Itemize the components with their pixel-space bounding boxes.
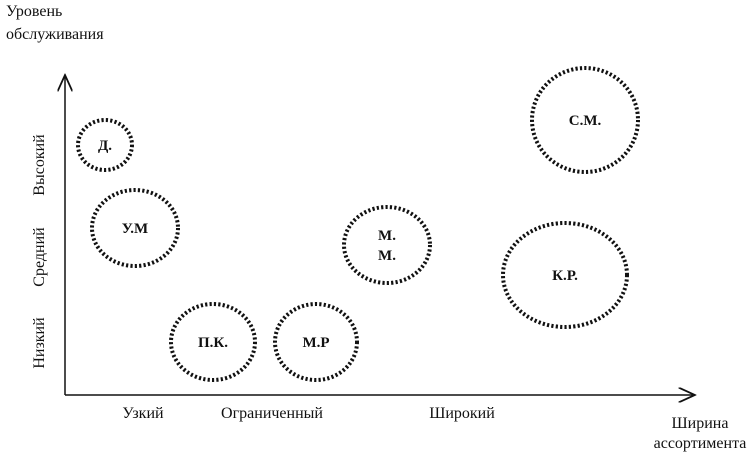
x-level: Узкий (122, 405, 164, 422)
node-label: М.Р (302, 335, 329, 351)
y-level: Высокий (31, 134, 48, 196)
node-ring (273, 302, 359, 382)
node-label: Д. (98, 138, 112, 154)
node-ring (90, 188, 180, 268)
node-ring (76, 118, 134, 172)
x-title: Ширина (672, 415, 729, 432)
x-level: Ограниченный (221, 405, 323, 422)
node-label: М. (378, 248, 396, 264)
node-label: К.Р. (552, 268, 578, 284)
node-ring (501, 221, 629, 329)
node-label: П.К. (198, 335, 228, 351)
x-level: Широкий (429, 405, 495, 422)
node-label: М. (378, 228, 396, 244)
y-title: Уровень (6, 3, 62, 20)
node-label: У.М (122, 221, 148, 237)
y-title: обслуживания (6, 26, 104, 43)
node-label: С.М. (569, 113, 602, 129)
x-title: ассортимента (654, 435, 747, 452)
y-level: Средний (31, 227, 48, 287)
node-ring (530, 66, 640, 174)
node-ring (342, 205, 432, 285)
y-level: Низкий (31, 317, 48, 369)
node-ring (169, 302, 257, 382)
